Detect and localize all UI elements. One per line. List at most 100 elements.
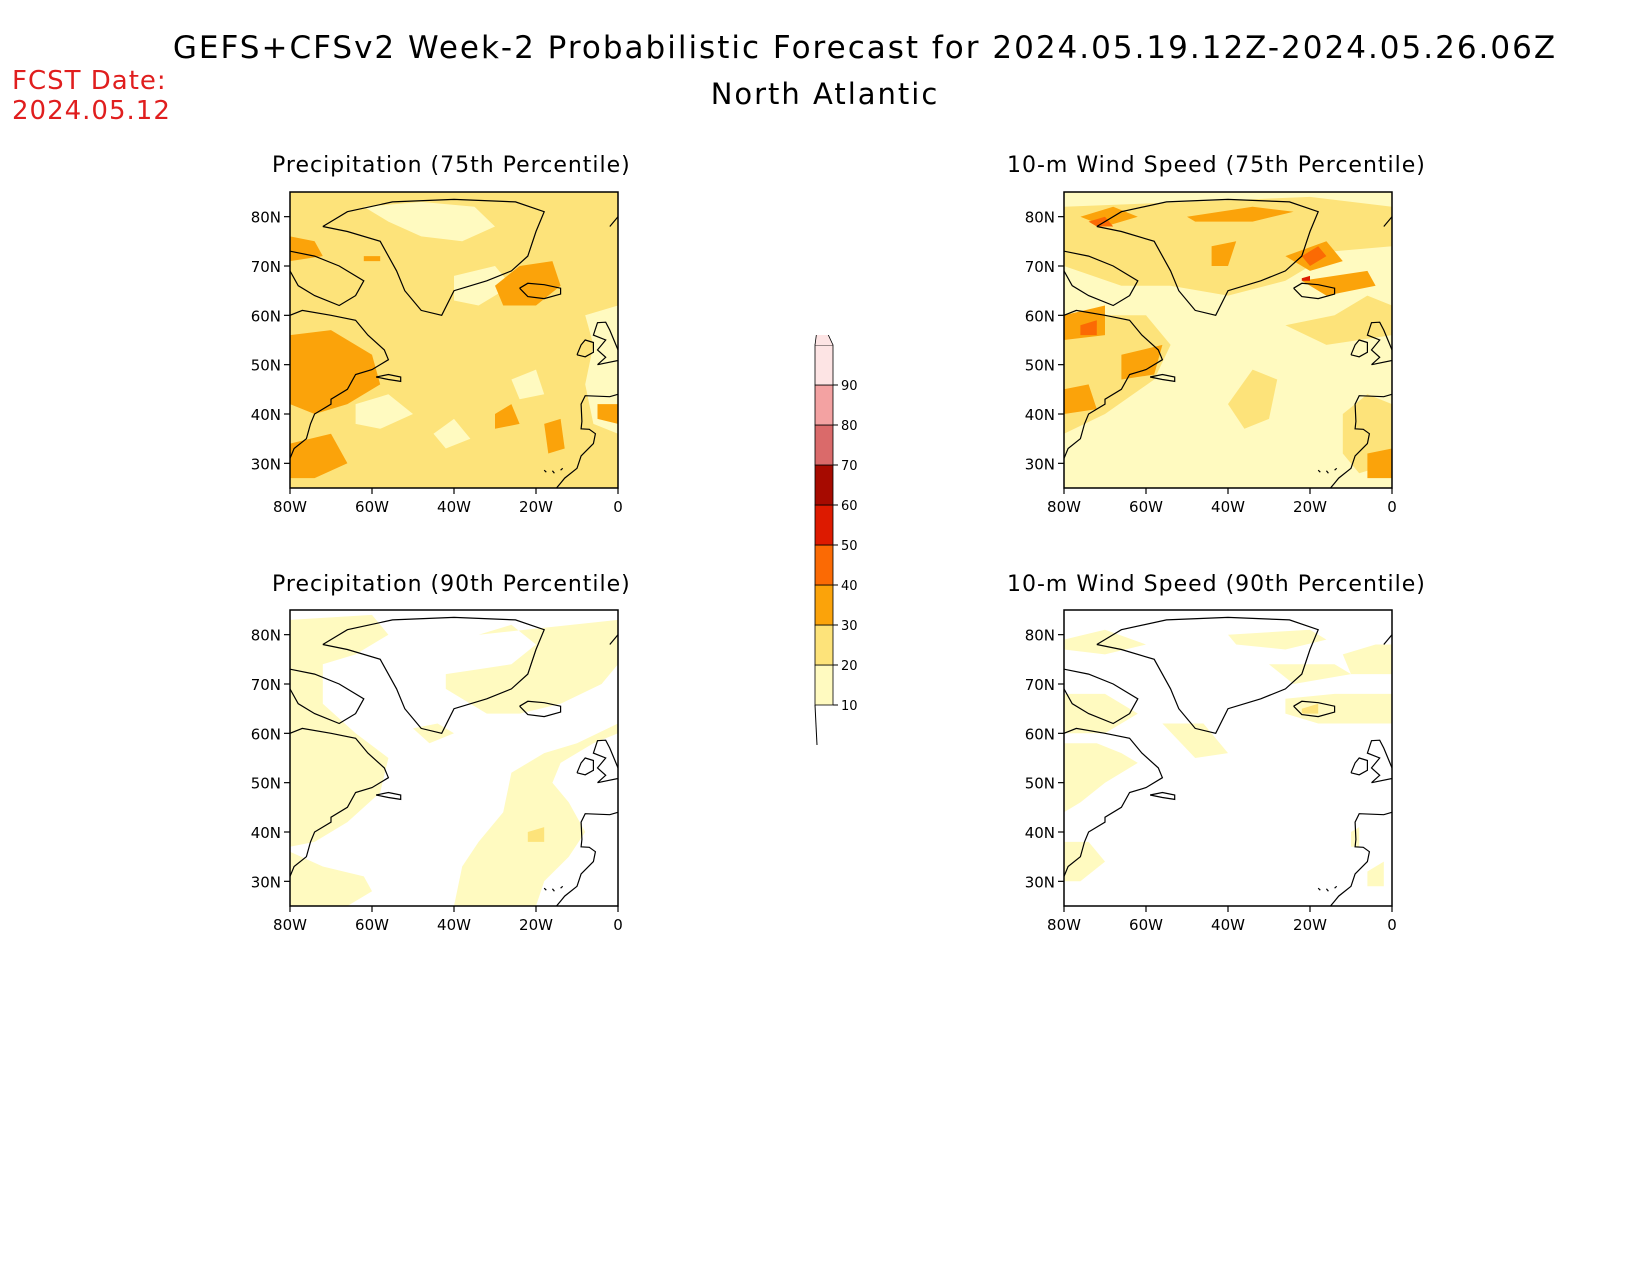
colorbar-swatch-10 (814, 664, 834, 706)
probability-region-20 (1228, 369, 1278, 429)
coastline (519, 700, 562, 718)
coastline (543, 887, 547, 891)
lon-tick-label: 40W (1211, 498, 1245, 516)
probability-region-10 (1064, 743, 1138, 813)
coastline (290, 727, 390, 877)
probability-region-10 (433, 418, 471, 449)
coastline (543, 469, 547, 473)
lat-tick-label: 30N (251, 455, 281, 473)
probability-region-10 (1228, 629, 1327, 650)
probability-region-50 (1301, 275, 1310, 281)
colorbar-label: 40 (841, 579, 858, 594)
coastline (1064, 668, 1139, 725)
coastline (290, 668, 365, 725)
coastline (1293, 700, 1336, 718)
coastline (290, 309, 390, 459)
probability-region-10 (585, 305, 618, 434)
probability-region-30 (597, 404, 618, 424)
lon-tick-label: 40W (437, 498, 471, 516)
probability-region-10 (363, 201, 495, 242)
colorbar-tip (814, 335, 834, 346)
colorbar-label: 10 (841, 699, 858, 714)
lat-tick-label: 80N (251, 209, 281, 227)
panel-title-precip-90: Precipitation (90th Percentile) (272, 572, 631, 597)
lat-tick-label: 70N (251, 676, 281, 694)
coastline (1325, 470, 1329, 474)
probability-region-30 (495, 404, 520, 429)
fcst-date-label: FCST Date: (12, 66, 167, 96)
coastline (560, 467, 564, 471)
lon-tick-label: 20W (1293, 498, 1327, 516)
probability-region-20 (1285, 295, 1392, 345)
lat-tick-label: 80N (251, 627, 281, 645)
coastline (1383, 634, 1392, 645)
coastline (576, 339, 594, 358)
probability-region-30 (1301, 270, 1376, 296)
lat-tick-label: 40N (251, 406, 281, 424)
coastline (1334, 885, 1338, 889)
probability-region-10 (511, 369, 545, 400)
lat-tick-label: 60N (1025, 307, 1055, 325)
lon-tick-label: 0 (613, 498, 623, 516)
lat-tick-label: 30N (1025, 455, 1055, 473)
lon-tick-label: 80W (1047, 498, 1081, 516)
probability-region-40 (1080, 320, 1097, 336)
lon-tick-label: 20W (519, 498, 553, 516)
lat-tick-label: 50N (251, 775, 281, 793)
precip-75-map: 80N 70N 60N 50N 40N 30N 80W 60W 40W 20W 0 (251, 191, 623, 516)
colorbar-swatch-60 (814, 464, 834, 506)
lon-tick-label: 0 (613, 916, 623, 934)
colorbar-swatch-30 (814, 584, 834, 626)
lat-tick-label: 40N (251, 824, 281, 842)
coastline (519, 282, 562, 300)
probability-region-20 (1301, 703, 1319, 714)
coastline (560, 885, 564, 889)
colorbar-swatch-40 (814, 544, 834, 586)
coastline (322, 616, 545, 734)
probability-region-30 (1064, 384, 1097, 414)
lon-tick-label: 60W (355, 916, 389, 934)
coastline (1064, 250, 1139, 307)
lon-tick-label: 0 (1387, 498, 1397, 516)
panel-title-precip-75: Precipitation (75th Percentile) (272, 153, 631, 178)
probability-region-30 (363, 256, 381, 262)
colorbar-label: 30 (841, 619, 858, 634)
lon-tick-label: 0 (1387, 916, 1397, 934)
coastline (609, 634, 618, 645)
probability-region-10 (1342, 644, 1392, 675)
coastline (375, 373, 402, 383)
probability-region-10 (1162, 723, 1228, 758)
wind-75-map: 80N 70N 60N 50N 40N 30N 80W 60W 40W 20W 0 (1025, 191, 1397, 516)
lat-tick-label: 80N (1025, 627, 1055, 645)
coastline (322, 198, 545, 316)
lat-tick-label: 60N (251, 307, 281, 325)
probability-region-10 (1351, 827, 1360, 847)
coastline (1064, 309, 1164, 459)
lat-tick-label: 70N (251, 258, 281, 276)
colorbar-swatch-80 (814, 384, 834, 426)
probability-region-10 (1064, 629, 1146, 655)
colorbar-swatch-90 (814, 344, 834, 386)
probability-region-30 (544, 418, 565, 454)
panel-title-wind-75: 10-m Wind Speed (75th Percentile) (1007, 153, 1426, 178)
coastline (592, 321, 618, 366)
probability-region-10 (1269, 664, 1351, 684)
probability-region-40 (1088, 216, 1114, 227)
coastline (576, 757, 594, 776)
coastline (375, 791, 402, 801)
lat-tick-label: 60N (251, 725, 281, 743)
lat-tick-label: 60N (1025, 725, 1055, 743)
lon-tick-label: 60W (355, 498, 389, 516)
probability-region-10 (290, 851, 372, 906)
lat-tick-label: 70N (1025, 258, 1055, 276)
coastline (1350, 757, 1368, 776)
probability-region-30 (1367, 448, 1392, 479)
probability-region-10 (1064, 693, 1138, 734)
colorbar-swatch-20 (814, 624, 834, 666)
probability-region-30 (1187, 206, 1294, 222)
lat-tick-label: 40N (1025, 824, 1055, 842)
lat-tick-label: 50N (1025, 357, 1055, 375)
probability-region-40 (1301, 246, 1327, 266)
lat-tick-label: 40N (1025, 406, 1055, 424)
lat-tick-label: 30N (1025, 873, 1055, 891)
